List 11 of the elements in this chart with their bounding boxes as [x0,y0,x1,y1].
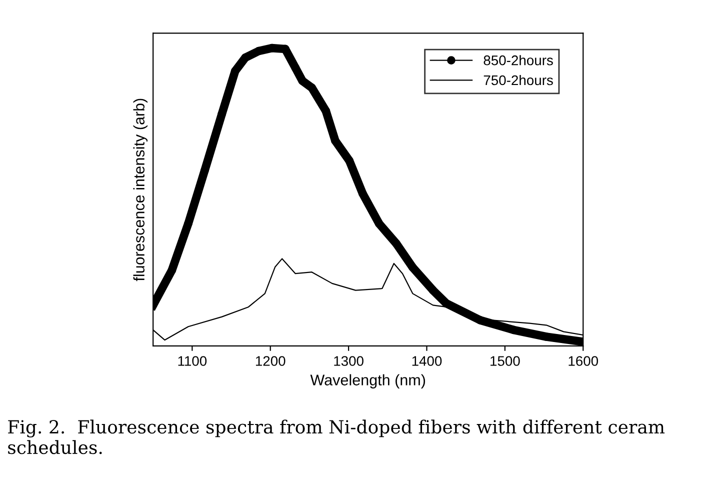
x-axis-title: Wavelength (nm) [310,374,426,388]
x-tick-label: 1400 [412,356,442,366]
y-axis-title: fluorescence intensity (arb) [133,98,148,282]
x-tick-label: 1500 [490,356,520,366]
x-tick-label: 1600 [568,356,598,366]
legend-label: 850-2hours [484,55,553,66]
x-tick-label: 1300 [334,356,364,366]
x-tick-label: 1100 [178,356,207,366]
legend-label: 750-2hours [484,74,553,86]
x-tick-label: 1200 [256,356,286,366]
caption: Fig. 2. Fluorescence spectra from Ni-doped fibers with different ceram schedules. [8,420,665,454]
